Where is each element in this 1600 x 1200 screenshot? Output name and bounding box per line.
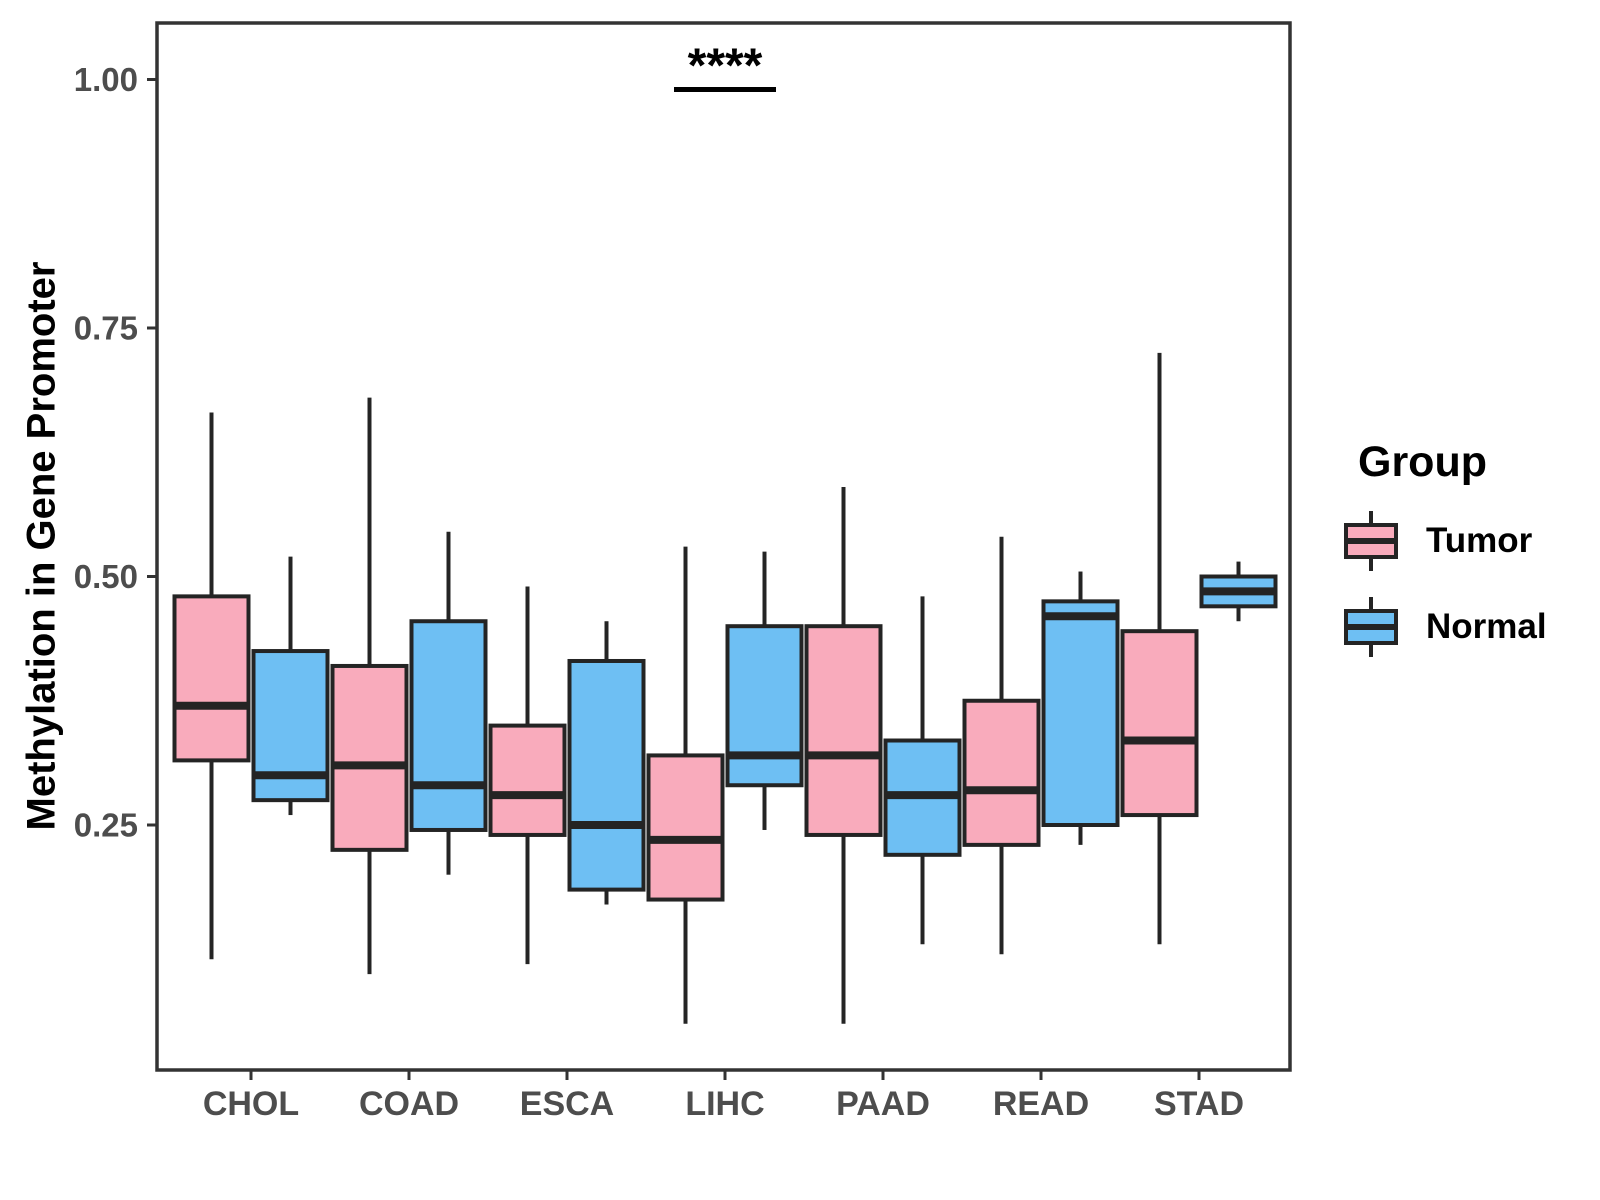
box-rect [804, 624, 883, 837]
legend-title: Group [1358, 438, 1487, 486]
boxplot-coad-normal [409, 531, 488, 875]
legend-label-normal: Normal [1426, 607, 1547, 646]
x-tick-label: STAD [1154, 1085, 1244, 1123]
x-tick-label: CHOL [203, 1085, 299, 1123]
boxplot-chol-tumor [172, 412, 251, 960]
box-rect [172, 594, 251, 763]
y-axis-title: Methylation in Gene Promoter [19, 261, 64, 831]
boxplot-stad-tumor [1120, 352, 1199, 945]
box-rect [1120, 629, 1199, 818]
boxplot-read-normal [1041, 571, 1120, 845]
x-tick-label: COAD [359, 1085, 459, 1123]
boxplot-coad-tumor [330, 397, 409, 975]
y-tick-label: 0.75 [74, 310, 138, 347]
boxplot-lihc-tumor [646, 546, 725, 1024]
boxplot-esca-normal [567, 621, 646, 905]
x-tick-label: PAAD [836, 1085, 930, 1123]
box-rect [962, 698, 1041, 847]
boxplot-read-tumor [962, 536, 1041, 955]
x-tick-label: LIHC [685, 1085, 764, 1123]
boxplot-esca-tumor [488, 586, 567, 965]
box-rect [330, 663, 409, 852]
box-rect [488, 723, 567, 837]
x-tick-label: READ [993, 1085, 1089, 1123]
legend: Group Tumor Normal [1342, 438, 1547, 659]
plot-panel-border [155, 21, 1292, 1072]
legend-item-tumor: Tumor [1342, 509, 1547, 573]
boxplot-lihc-normal [725, 551, 804, 830]
boxplot-paad-tumor [804, 487, 883, 1024]
box-rect [1041, 599, 1120, 827]
y-tick-label: 1.00 [74, 61, 138, 98]
y-tick-label: 0.50 [74, 558, 138, 595]
normal-boxplot-key-icon [1344, 597, 1398, 657]
box-rect [567, 658, 646, 892]
y-tick-label: 0.25 [74, 807, 138, 844]
box-rect [725, 624, 804, 788]
boxplot-stad-normal [1199, 561, 1278, 622]
tumor-boxplot-key-icon [1344, 511, 1398, 571]
boxplot-chol-normal [251, 556, 330, 816]
box-rect [646, 753, 725, 902]
legend-item-normal: Normal [1342, 595, 1547, 659]
legend-label-tumor: Tumor [1426, 521, 1533, 560]
box-rect [409, 619, 488, 832]
significance-asterisks: **** [688, 39, 763, 92]
x-tick-label: ESCA [520, 1085, 614, 1123]
boxplot-paad-normal [883, 596, 962, 945]
